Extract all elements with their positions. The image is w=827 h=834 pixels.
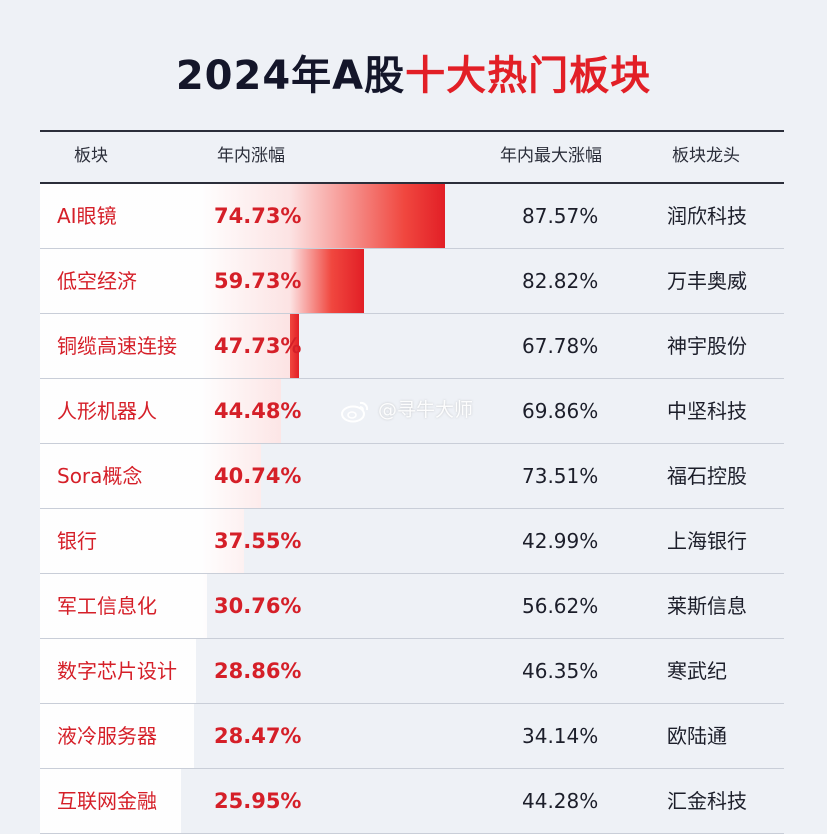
table-row: 低空经济 59.73% 82.82% 万丰奥威 xyxy=(0,249,827,314)
value-label: 59.73% xyxy=(214,269,302,293)
table-row: 数字芯片设计 28.86% 46.35% 寒武纪 xyxy=(0,639,827,704)
leader-label: 莱斯信息 xyxy=(667,594,747,618)
category-label: 人形机器人 xyxy=(57,399,157,423)
header-top-rule xyxy=(40,130,784,132)
max-gain-label: 69.86% xyxy=(522,399,599,423)
value-label: 40.74% xyxy=(214,464,302,488)
row-divider xyxy=(40,638,784,639)
row-divider xyxy=(40,508,784,509)
category-label: 液冷服务器 xyxy=(57,724,157,748)
max-gain-label: 34.14% xyxy=(522,724,599,748)
header-leader: 板块龙头 xyxy=(672,146,740,166)
max-gain-label: 87.57% xyxy=(522,204,599,228)
category-label: 互联网金融 xyxy=(57,789,157,813)
leader-label: 万丰奥威 xyxy=(667,269,747,293)
max-gain-label: 67.78% xyxy=(522,334,599,358)
max-gain-label: 73.51% xyxy=(522,464,599,488)
value-label: 37.55% xyxy=(214,529,302,553)
bar-9 xyxy=(40,704,194,768)
bar-3 xyxy=(40,314,299,378)
category-label: 铜缆高速连接 xyxy=(57,334,177,358)
value-label: 28.86% xyxy=(214,659,302,683)
leader-label: 上海银行 xyxy=(667,529,747,553)
weibo-icon xyxy=(341,401,369,422)
category-label: 银行 xyxy=(57,529,97,553)
header-max-gain: 年内最大涨幅 xyxy=(500,146,602,166)
watermark-text: @寻牛大师 xyxy=(378,399,474,421)
value-label: 47.73% xyxy=(214,334,302,358)
value-label: 74.73% xyxy=(214,204,302,228)
table-row: Sora概念 40.74% 73.51% 福石控股 xyxy=(0,444,827,509)
watermark: @寻牛大师 xyxy=(340,393,473,427)
table-row: 互联网金融 25.95% 44.28% 汇金科技 xyxy=(0,769,827,834)
table-row: 铜缆高速连接 47.73% 67.78% 神宇股份 xyxy=(0,314,827,379)
max-gain-label: 44.28% xyxy=(522,789,599,813)
bar-6 xyxy=(40,509,244,573)
value-label: 25.95% xyxy=(214,789,302,813)
bar-7 xyxy=(40,574,207,638)
chart-title-prefix: 2024年A股 xyxy=(175,53,406,99)
max-gain-label: 82.82% xyxy=(522,269,599,293)
leader-label: 中坚科技 xyxy=(667,399,747,423)
leader-label: 神宇股份 xyxy=(667,334,747,358)
row-divider xyxy=(40,703,784,704)
chart-title: 2024年A股十大热门板块 xyxy=(0,44,827,108)
table-row: 人形机器人 44.48% 69.86% 中坚科技 xyxy=(0,379,827,444)
bar-1 xyxy=(40,184,445,248)
category-label: AI眼镜 xyxy=(57,204,117,228)
row-divider xyxy=(40,248,784,249)
max-gain-label: 56.62% xyxy=(522,594,599,618)
header-bottom-rule xyxy=(40,182,784,184)
value-label: 28.47% xyxy=(214,724,302,748)
max-gain-label: 42.99% xyxy=(522,529,599,553)
category-label: 数字芯片设计 xyxy=(57,659,177,683)
leader-label: 汇金科技 xyxy=(667,789,747,813)
value-label: 44.48% xyxy=(214,399,302,423)
bar-2 xyxy=(40,249,364,313)
header-category: 板块 xyxy=(74,146,108,166)
row-divider xyxy=(40,313,784,314)
row-divider xyxy=(40,573,784,574)
category-label: 低空经济 xyxy=(57,269,137,293)
value-label: 30.76% xyxy=(214,594,302,618)
row-divider xyxy=(40,443,784,444)
leader-label: 寒武纪 xyxy=(667,659,727,683)
bar-4 xyxy=(40,379,281,443)
header-ytd-gain: 年内涨幅 xyxy=(217,146,285,166)
leader-label: 福石控股 xyxy=(667,464,747,488)
leader-label: 欧陆通 xyxy=(667,724,727,748)
bar-8 xyxy=(40,639,196,703)
row-divider xyxy=(40,768,784,769)
category-label: Sora概念 xyxy=(57,464,143,488)
chart-rows: AI眼镜 74.73% 87.57% 润欣科技低空经济 59.73% 82.82% 万丰奥威… xyxy=(0,184,827,834)
table-row: 液冷服务器 28.47% 34.14% 欧陆通 xyxy=(0,704,827,769)
chart-title-highlight: 十大热门板块 xyxy=(405,53,652,99)
table-row: 银行 37.55% 42.99% 上海银行 xyxy=(0,509,827,574)
table-row: 军工信息化 30.76% 56.62% 莱斯信息 xyxy=(0,574,827,639)
bar-5 xyxy=(40,444,261,508)
max-gain-label: 46.35% xyxy=(522,659,599,683)
row-divider xyxy=(40,378,784,379)
table-row: AI眼镜 74.73% 87.57% 润欣科技 xyxy=(0,184,827,249)
category-label: 军工信息化 xyxy=(57,594,157,618)
leader-label: 润欣科技 xyxy=(667,204,747,228)
